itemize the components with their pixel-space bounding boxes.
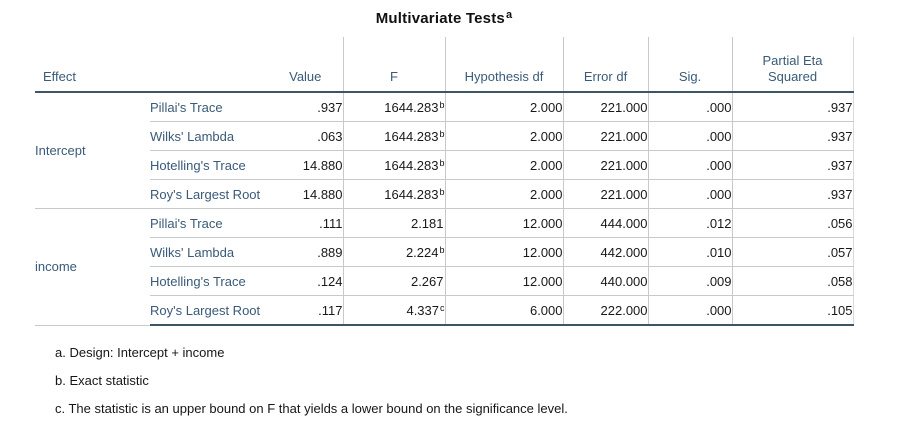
error-df-cell: 221.000 (562, 121, 649, 151)
statistic-cell: Roy's Largest Root (150, 295, 269, 326)
header-row: Effect Value F Hypothesis df Error df Si… (35, 37, 854, 93)
f-cell: 1644.283b (342, 179, 446, 209)
sig-cell: .010 (647, 237, 733, 267)
hypothesis-df-cell: 2.000 (444, 92, 564, 122)
value-cell: .124 (268, 266, 344, 296)
f-cell: 2.224b (342, 237, 446, 267)
table-row: Hotelling's Trace .124 2.267 12.000 440.… (35, 266, 854, 296)
value-cell: 14.880 (268, 179, 344, 209)
statistic-cell: Pillai's Trace (150, 92, 269, 122)
f-cell: 2.267 (342, 266, 446, 296)
statistic-cell: Hotelling's Trace (150, 150, 269, 180)
table-title-text: Multivariate Tests (375, 10, 505, 27)
value-cell: .889 (268, 237, 344, 267)
f-cell: 1644.283b (342, 121, 446, 151)
column-header-error-df: Error df (562, 37, 649, 93)
hypothesis-df-cell: 12.000 (444, 237, 564, 267)
error-df-cell: 440.000 (562, 266, 649, 296)
f-superscript: b (439, 128, 445, 139)
table-row: income Pillai's Trace .111 2.181 12.000 … (35, 208, 854, 326)
partial-eta-squared-cell: .058 (731, 266, 854, 296)
column-header-value: Value (268, 37, 344, 93)
partial-eta-squared-cell: .937 (731, 179, 854, 209)
hypothesis-df-cell: 12.000 (444, 266, 564, 296)
partial-eta-squared-cell: .057 (731, 237, 854, 267)
value-cell: .117 (268, 295, 344, 326)
statistic-cell: Wilks' Lambda (150, 121, 269, 151)
error-df-cell: 444.000 (562, 208, 649, 238)
value-cell: .111 (268, 208, 344, 238)
error-df-cell: 442.000 (562, 237, 649, 267)
table-title-superscript: a (505, 9, 513, 21)
partial-eta-squared-cell: .056 (731, 208, 854, 238)
partial-eta-squared-cell: .105 (731, 295, 854, 326)
statistic-cell: Roy's Largest Root (150, 179, 269, 209)
table-row: Wilks' Lambda .063 1644.283b 2.000 221.0… (35, 121, 854, 151)
partial-eta-squared-cell: .937 (731, 92, 854, 122)
value-cell: .937 (268, 92, 344, 122)
footnotes: a. Design: Intercept + income b. Exact s… (35, 339, 853, 423)
hypothesis-df-cell: 2.000 (444, 150, 564, 180)
f-cell: 2.181 (342, 208, 446, 238)
f-cell: 1644.283b (342, 92, 446, 122)
error-df-cell: 222.000 (562, 295, 649, 326)
error-df-cell: 221.000 (562, 92, 649, 122)
footnote-b: b. Exact statistic (55, 373, 149, 388)
statistic-cell: Hotelling's Trace (150, 266, 269, 296)
hypothesis-df-cell: 2.000 (444, 179, 564, 209)
error-df-cell: 221.000 (562, 150, 649, 180)
table-title: Multivariate Testsa (35, 9, 853, 27)
f-cell: 1644.283b (342, 150, 446, 180)
column-header-f: F (342, 37, 446, 93)
sig-cell: .012 (647, 208, 733, 238)
footnote-a: a. Design: Intercept + income (55, 345, 225, 360)
column-header-effect: Effect (35, 37, 269, 93)
table-row: Roy's Largest Root .117 4.337c 6.000 222… (35, 295, 854, 326)
multivariate-tests-table: Effect Value F Hypothesis df Error df Si… (35, 37, 854, 326)
error-df-cell: 221.000 (562, 179, 649, 209)
partial-eta-squared-cell: .937 (731, 121, 854, 151)
f-superscript: c (440, 302, 445, 313)
f-superscript: b (439, 186, 445, 197)
table-row: Roy's Largest Root 14.880 1644.283b 2.00… (35, 179, 854, 209)
value-cell: .063 (268, 121, 344, 151)
sig-cell: .000 (647, 179, 733, 209)
f-superscript: b (439, 244, 445, 255)
hypothesis-df-cell: 12.000 (444, 208, 564, 238)
pivot-table-container: Multivariate Testsa Effect Value F Hypot… (35, 9, 854, 423)
statistic-cell: Pillai's Trace (150, 208, 269, 238)
value-cell: 14.880 (268, 150, 344, 180)
hypothesis-df-cell: 2.000 (444, 121, 564, 151)
sig-cell: .000 (647, 121, 733, 151)
column-header-partial-eta-squared: Partial Eta Squared (731, 37, 854, 93)
column-header-sig: Sig. (647, 37, 733, 93)
sig-cell: .000 (647, 295, 733, 326)
f-superscript: b (439, 157, 445, 168)
table-row: Wilks' Lambda .889 2.224b 12.000 442.000… (35, 237, 854, 267)
column-header-hypothesis-df: Hypothesis df (444, 37, 564, 93)
table-row: Hotelling's Trace 14.880 1644.283b 2.000… (35, 150, 854, 180)
f-superscript: b (439, 99, 445, 110)
hypothesis-df-cell: 6.000 (444, 295, 564, 326)
partial-eta-squared-cell: .937 (731, 150, 854, 180)
sig-cell: .000 (647, 92, 733, 122)
effect-cell: income (35, 208, 150, 326)
sig-cell: .009 (647, 266, 733, 296)
sig-cell: .000 (647, 150, 733, 180)
table-row: Intercept Pillai's Trace .937 1644.283b … (35, 92, 854, 209)
statistic-cell: Wilks' Lambda (150, 237, 269, 267)
effect-cell: Intercept (35, 92, 150, 209)
footnote-c: c. The statistic is an upper bound on F … (55, 401, 568, 416)
f-cell: 4.337c (342, 295, 446, 326)
